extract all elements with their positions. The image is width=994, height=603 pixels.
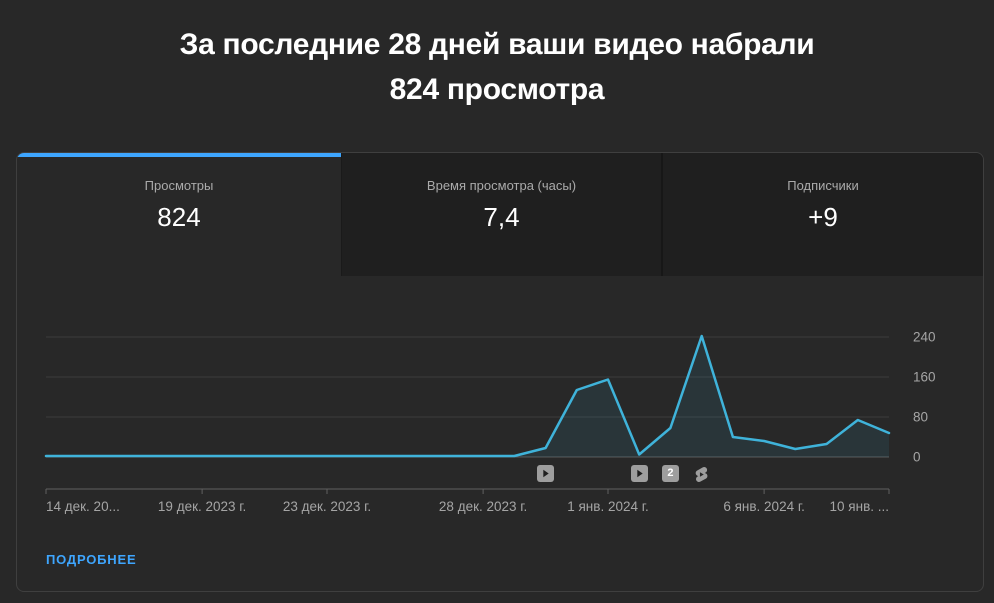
- tab-watch-time-label: Время просмотра (часы): [426, 178, 577, 193]
- tab-views[interactable]: Просмотры 824: [17, 153, 341, 276]
- video-play-icon[interactable]: [537, 465, 555, 482]
- count-badge-label: 2: [661, 465, 679, 482]
- x-tick-label: 14 дек. 20...: [46, 499, 120, 514]
- tab-subscribers-value: +9: [808, 202, 838, 232]
- x-tick-label: 1 янв. 2024 г.: [567, 499, 649, 514]
- tab-subscribers[interactable]: Подписчики +9: [661, 153, 983, 276]
- x-tick-label: 6 янв. 2024 г.: [723, 499, 805, 514]
- y-tick-label-160: 160: [913, 369, 936, 385]
- views-chart[interactable]: [17, 153, 983, 591]
- count-badge[interactable]: 2: [661, 465, 679, 482]
- views-area: [46, 336, 889, 457]
- tab-views-value: 824: [157, 202, 201, 232]
- video-play-icon[interactable]: [630, 465, 648, 482]
- shorts-icon[interactable]: [693, 465, 710, 483]
- see-more-link[interactable]: ПОДРОБНЕЕ: [46, 552, 137, 567]
- views-line: [44, 334, 891, 458]
- x-tick-label: 23 дек. 2023 г.: [282, 499, 372, 514]
- y-tick-label-80: 80: [913, 409, 929, 425]
- tab-subscribers-label: Подписчики: [787, 178, 859, 193]
- x-tick-label: 10 янв. ...: [829, 499, 889, 514]
- x-tick-label: 28 дек. 2023 г.: [438, 499, 528, 514]
- analytics-card: Просмотры 824 Время просмотра (часы) 7,4…: [16, 152, 984, 592]
- tab-watch-time-value: 7,4: [483, 202, 520, 232]
- summary-title: За последние 28 дней ваши видео набрали …: [0, 22, 994, 112]
- metric-tabs: Просмотры 824 Время просмотра (часы) 7,4…: [17, 153, 983, 276]
- summary-title-line1: За последние 28 дней ваши видео набрали: [179, 28, 815, 61]
- y-tick-label-0: 0: [913, 449, 921, 465]
- y-tick-label-240: 240: [913, 329, 936, 345]
- x-tick-label: 19 дек. 2023 г.: [157, 499, 247, 514]
- summary-title-line2: 824 просмотра: [389, 73, 605, 106]
- tab-watch-time[interactable]: Время просмотра (часы) 7,4: [341, 153, 661, 276]
- tab-views-label: Просмотры: [144, 178, 214, 193]
